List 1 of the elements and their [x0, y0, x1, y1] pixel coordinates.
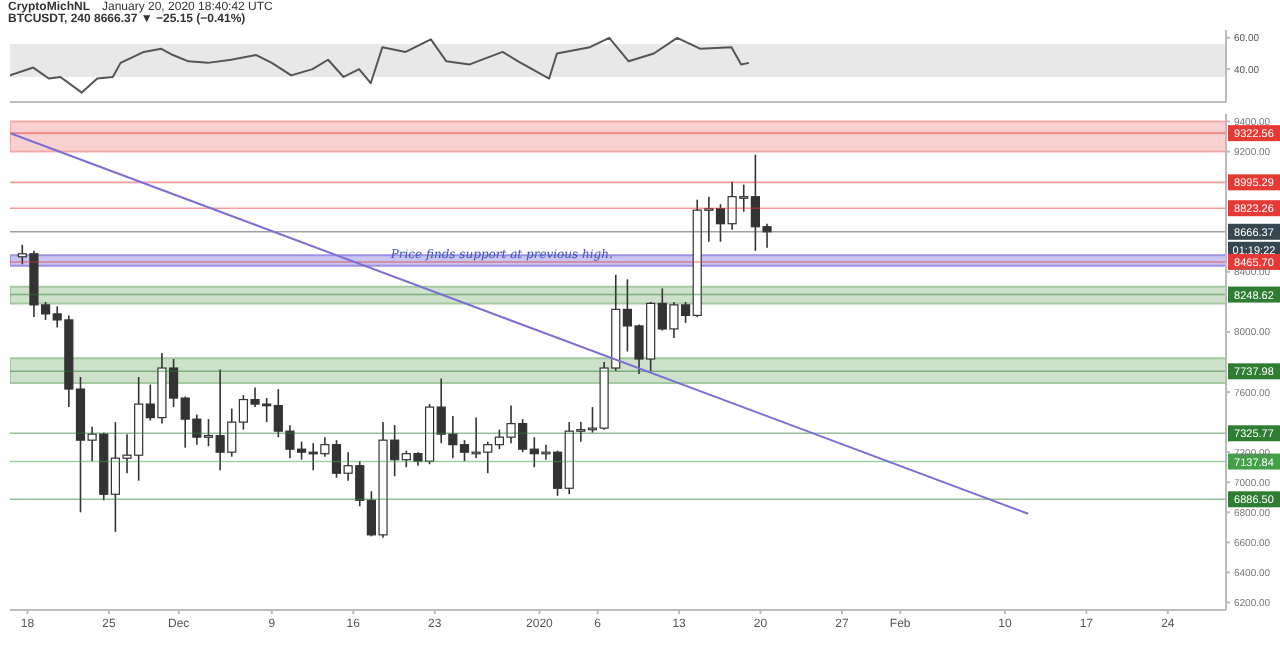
line-series	[10, 36, 750, 94]
